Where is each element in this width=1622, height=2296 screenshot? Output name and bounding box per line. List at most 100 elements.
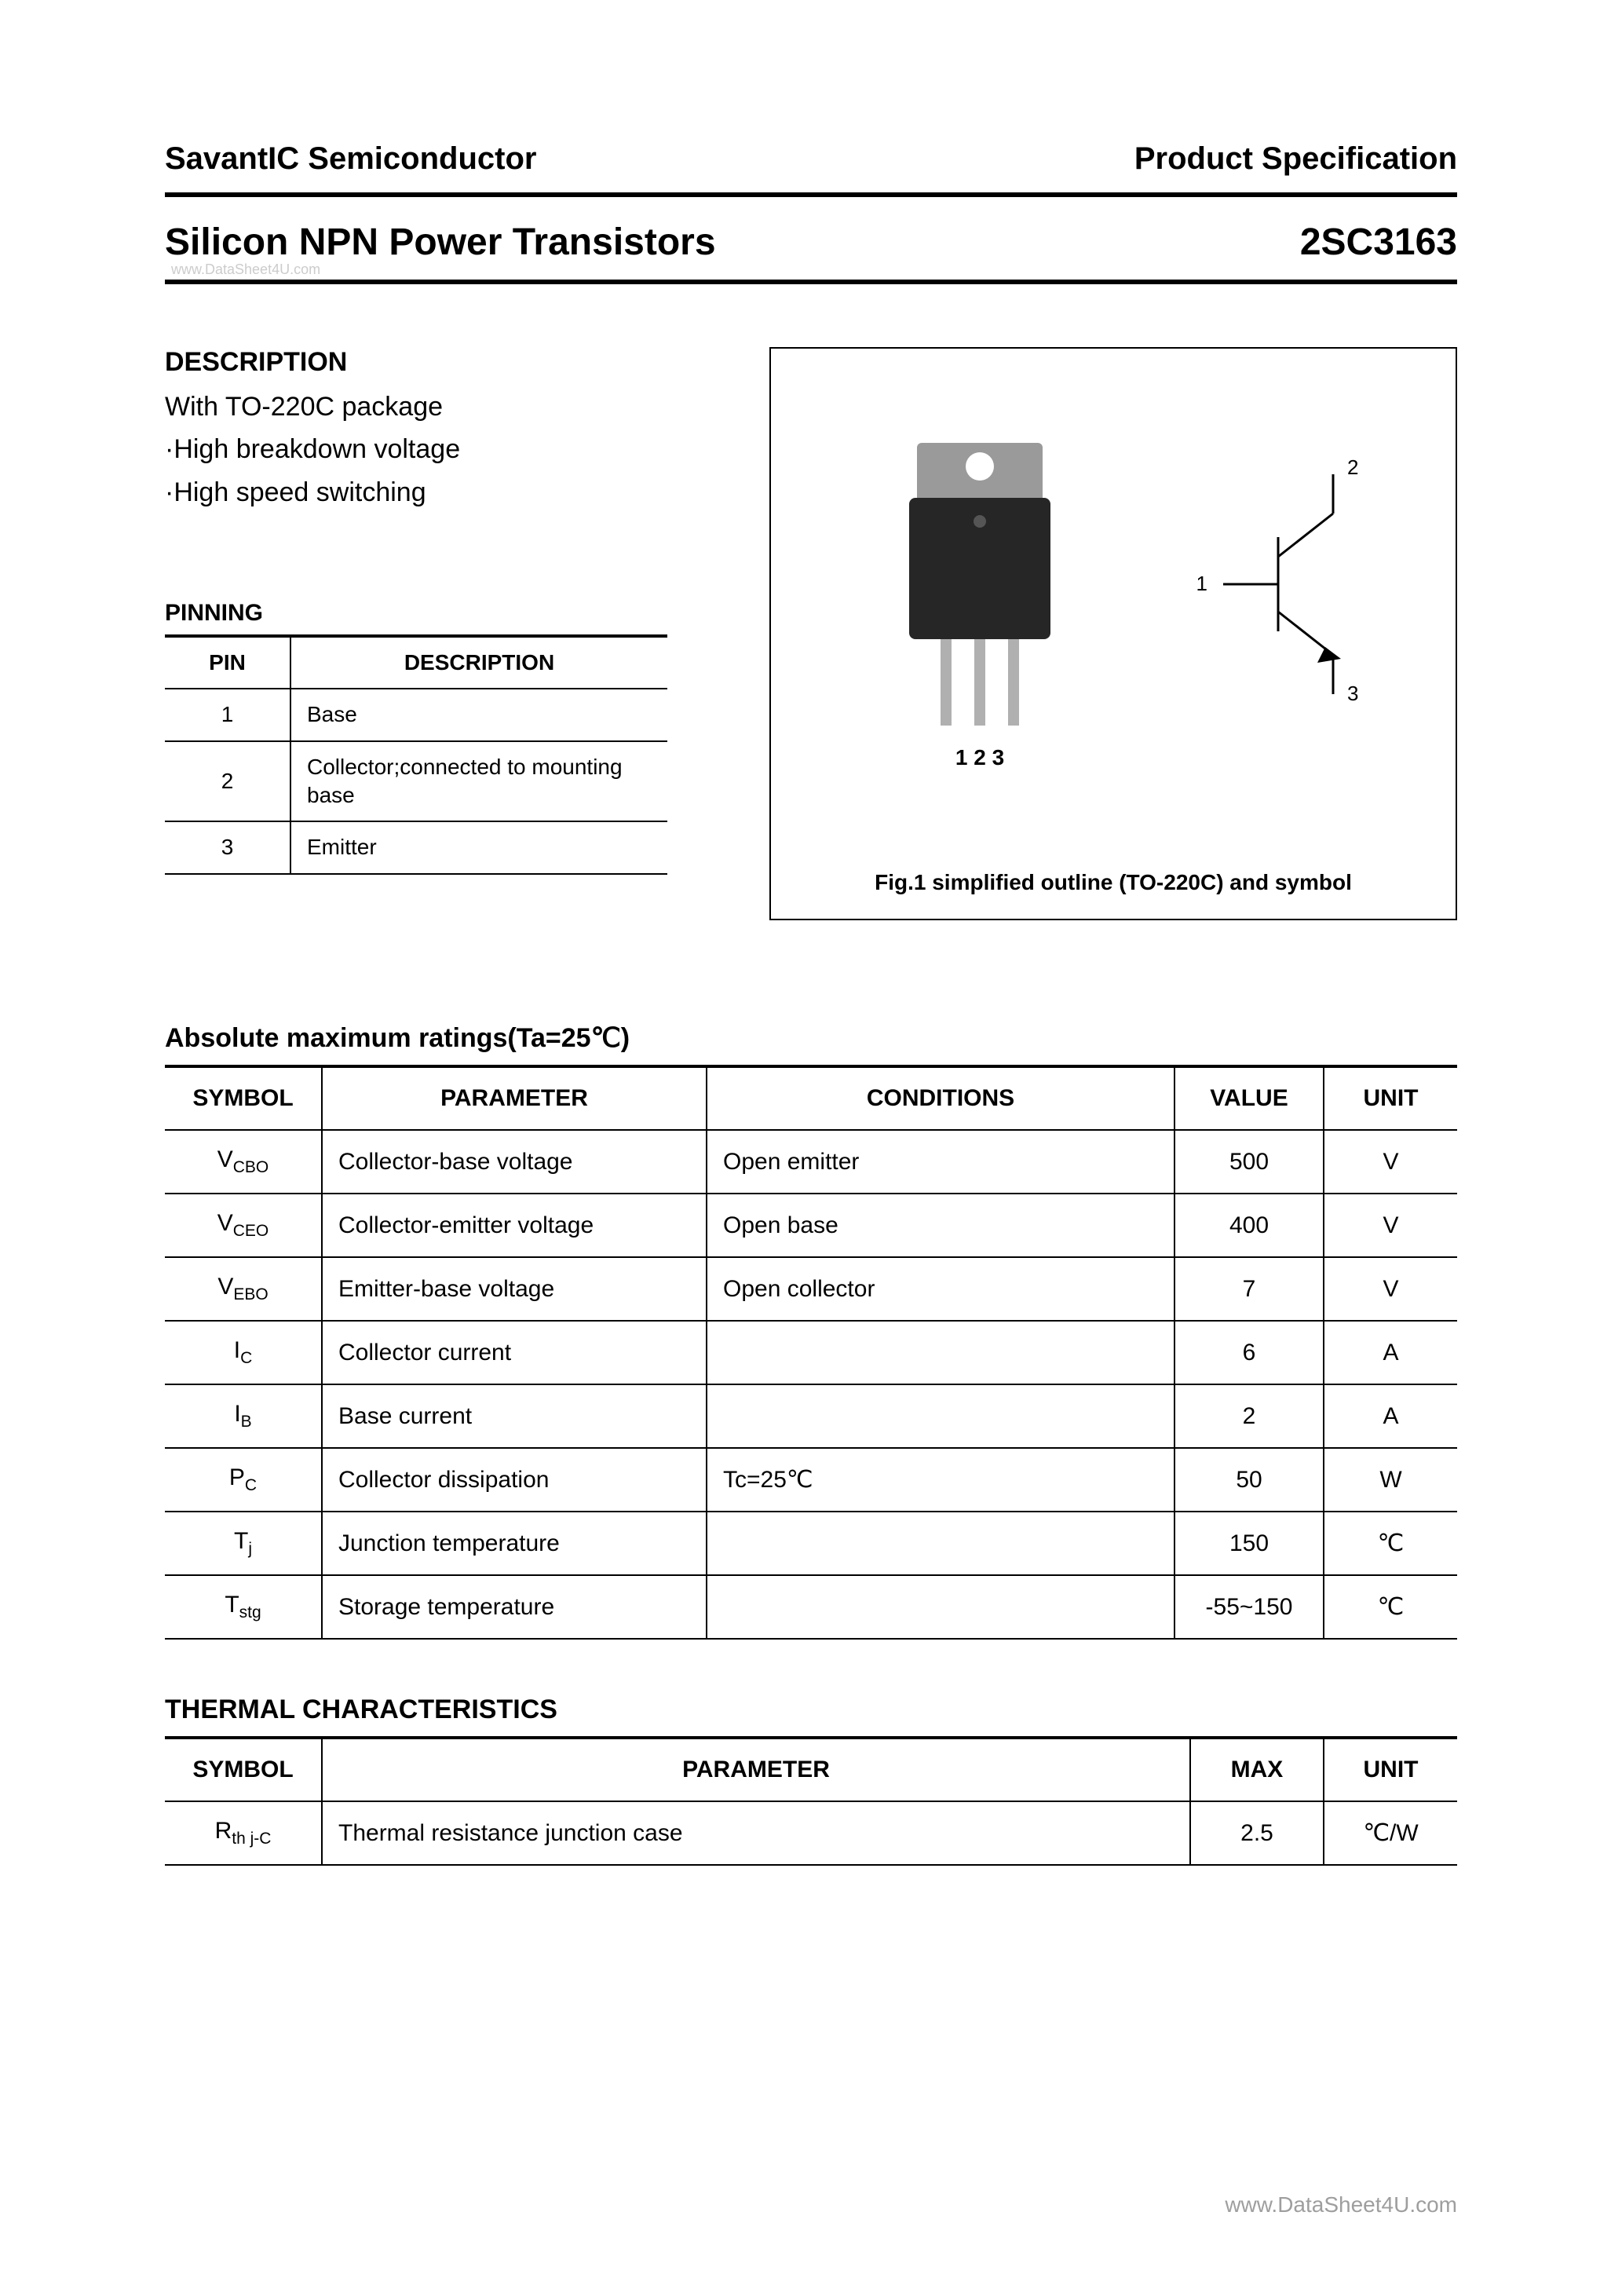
- unit-cell: A: [1324, 1321, 1457, 1384]
- value-cell: -55~150: [1174, 1575, 1324, 1639]
- conditions-cell: [707, 1384, 1174, 1448]
- table-row: TstgStorage temperature -55~150℃: [165, 1575, 1457, 1639]
- pin-desc: Collector;connected to mounting base: [290, 741, 667, 822]
- pinning-table: PIN DESCRIPTION 1 Base 2 Collector;conne…: [165, 634, 667, 875]
- table-row: PCCollector dissipationTc=25℃50W: [165, 1448, 1457, 1512]
- conditions-cell: [707, 1512, 1174, 1575]
- parameter-cell: Junction temperature: [322, 1512, 707, 1575]
- symbol-cell: PC: [165, 1448, 322, 1512]
- thermal-heading: THERMAL CHARACTERISTICS: [165, 1695, 1457, 1725]
- value-cell: 500: [1174, 1130, 1324, 1194]
- parameter-cell: Base current: [322, 1384, 707, 1448]
- symbol-cell: VCEO: [165, 1194, 322, 1257]
- figure-box: 1 2 3 1 2 3 Fig: [769, 347, 1457, 920]
- value-cell: 2: [1174, 1384, 1324, 1448]
- ratings-col-value: VALUE: [1174, 1066, 1324, 1130]
- part-number: 2SC3163: [1300, 221, 1457, 264]
- transistor-symbol-icon: [1223, 474, 1341, 694]
- parameter-cell: Collector-emitter voltage: [322, 1194, 707, 1257]
- ratings-col-unit: UNIT: [1324, 1066, 1457, 1130]
- value-cell: 50: [1174, 1448, 1324, 1512]
- unit-cell: ℃: [1324, 1575, 1457, 1639]
- thermal-col-parameter: PARAMETER: [322, 1738, 1190, 1801]
- table-row: VCBOCollector-base voltageOpen emitter50…: [165, 1130, 1457, 1194]
- table-row: IBBase current 2A: [165, 1384, 1457, 1448]
- header-row: SavantIC Semiconductor Product Specifica…: [165, 141, 1457, 197]
- top-content: DESCRIPTION With TO-220C package ·High b…: [165, 347, 1457, 920]
- ratings-col-symbol: SYMBOL: [165, 1066, 322, 1130]
- unit-cell: A: [1324, 1384, 1457, 1448]
- value-cell: 7: [1174, 1257, 1324, 1321]
- datasheet-page: SavantIC Semiconductor Product Specifica…: [0, 0, 1622, 2296]
- table-header-row: SYMBOL PARAMETER CONDITIONS VALUE UNIT: [165, 1066, 1457, 1130]
- pin-number: 3: [165, 821, 290, 873]
- parameter-cell: Collector dissipation: [322, 1448, 707, 1512]
- value-cell: 6: [1174, 1321, 1324, 1384]
- value-cell: 150: [1174, 1512, 1324, 1575]
- footer-watermark: www.DataSheet4U.com: [1225, 2192, 1457, 2217]
- pin-number: 2: [165, 741, 290, 822]
- description-line: ·High breakdown voltage: [165, 428, 714, 470]
- table-header-row: SYMBOL PARAMETER MAX UNIT: [165, 1738, 1457, 1801]
- table-row: VCEOCollector-emitter voltageOpen base40…: [165, 1194, 1457, 1257]
- pin-desc: Base: [290, 689, 667, 740]
- unit-cell: ℃/W: [1324, 1801, 1457, 1865]
- conditions-cell: Tc=25℃: [707, 1448, 1174, 1512]
- symbol-label-1: 1: [1196, 572, 1207, 595]
- ratings-heading: Absolute maximum ratings(Ta=25℃): [165, 1022, 1457, 1054]
- table-row: 1 Base: [165, 689, 667, 740]
- description-line: ·High speed switching: [165, 471, 714, 514]
- thermal-col-symbol: SYMBOL: [165, 1738, 322, 1801]
- package-symbol-svg: 1 2 3 1 2 3: [799, 380, 1427, 820]
- pin-labels: 1 2 3: [955, 745, 1004, 770]
- symbol-cell: VCBO: [165, 1130, 322, 1194]
- parameter-cell: Collector current: [322, 1321, 707, 1384]
- pinning-col-pin: PIN: [165, 636, 290, 689]
- pinning-col-desc: DESCRIPTION: [290, 636, 667, 689]
- table-row: VEBOEmitter-base voltageOpen collector7V: [165, 1257, 1457, 1321]
- left-column: DESCRIPTION With TO-220C package ·High b…: [165, 347, 714, 920]
- unit-cell: V: [1324, 1194, 1457, 1257]
- thermal-table: SYMBOL PARAMETER MAX UNIT Rth j-CThermal…: [165, 1736, 1457, 1866]
- title-watermark: www.DataSheet4U.com: [171, 261, 320, 278]
- figure-caption: Fig.1 simplified outline (TO-220C) and s…: [771, 870, 1456, 895]
- unit-cell: W: [1324, 1448, 1457, 1512]
- ratings-table: SYMBOL PARAMETER CONDITIONS VALUE UNIT V…: [165, 1065, 1457, 1640]
- pin-number: 1: [165, 689, 290, 740]
- symbol-cell: Rth j-C: [165, 1801, 322, 1865]
- table-header-row: PIN DESCRIPTION: [165, 636, 667, 689]
- description-heading: DESCRIPTION: [165, 347, 714, 378]
- ratings-col-conditions: CONDITIONS: [707, 1066, 1174, 1130]
- value-cell: 400: [1174, 1194, 1324, 1257]
- parameter-cell: Emitter-base voltage: [322, 1257, 707, 1321]
- conditions-cell: Open base: [707, 1194, 1174, 1257]
- thermal-col-unit: UNIT: [1324, 1738, 1457, 1801]
- title-row: Silicon NPN Power Transistors 2SC3163 ww…: [165, 221, 1457, 284]
- page-title: Silicon NPN Power Transistors: [165, 221, 716, 264]
- unit-cell: V: [1324, 1257, 1457, 1321]
- symbol-cell: Tstg: [165, 1575, 322, 1639]
- table-row: Rth j-CThermal resistance junction case2…: [165, 1801, 1457, 1865]
- parameter-cell: Collector-base voltage: [322, 1130, 707, 1194]
- table-row: ICCollector current6A: [165, 1321, 1457, 1384]
- description-line: With TO-220C package: [165, 386, 714, 428]
- conditions-cell: Open emitter: [707, 1130, 1174, 1194]
- company-name: SavantIC Semiconductor: [165, 141, 536, 177]
- spec-label: Product Specification: [1134, 141, 1457, 177]
- parameter-cell: Thermal resistance junction case: [322, 1801, 1190, 1865]
- symbol-label-2: 2: [1347, 455, 1358, 479]
- package-icon: 1 2 3: [909, 443, 1050, 770]
- parameter-cell: Storage temperature: [322, 1575, 707, 1639]
- conditions-cell: [707, 1321, 1174, 1384]
- unit-cell: ℃: [1324, 1512, 1457, 1575]
- pin-desc: Emitter: [290, 821, 667, 873]
- thermal-col-max: MAX: [1190, 1738, 1324, 1801]
- symbol-cell: VEBO: [165, 1257, 322, 1321]
- symbol-label-3: 3: [1347, 682, 1358, 705]
- table-row: 3 Emitter: [165, 821, 667, 873]
- symbol-cell: IB: [165, 1384, 322, 1448]
- unit-cell: V: [1324, 1130, 1457, 1194]
- pinning-heading: PINNING: [165, 600, 714, 627]
- conditions-cell: [707, 1575, 1174, 1639]
- table-row: 2 Collector;connected to mounting base: [165, 741, 667, 822]
